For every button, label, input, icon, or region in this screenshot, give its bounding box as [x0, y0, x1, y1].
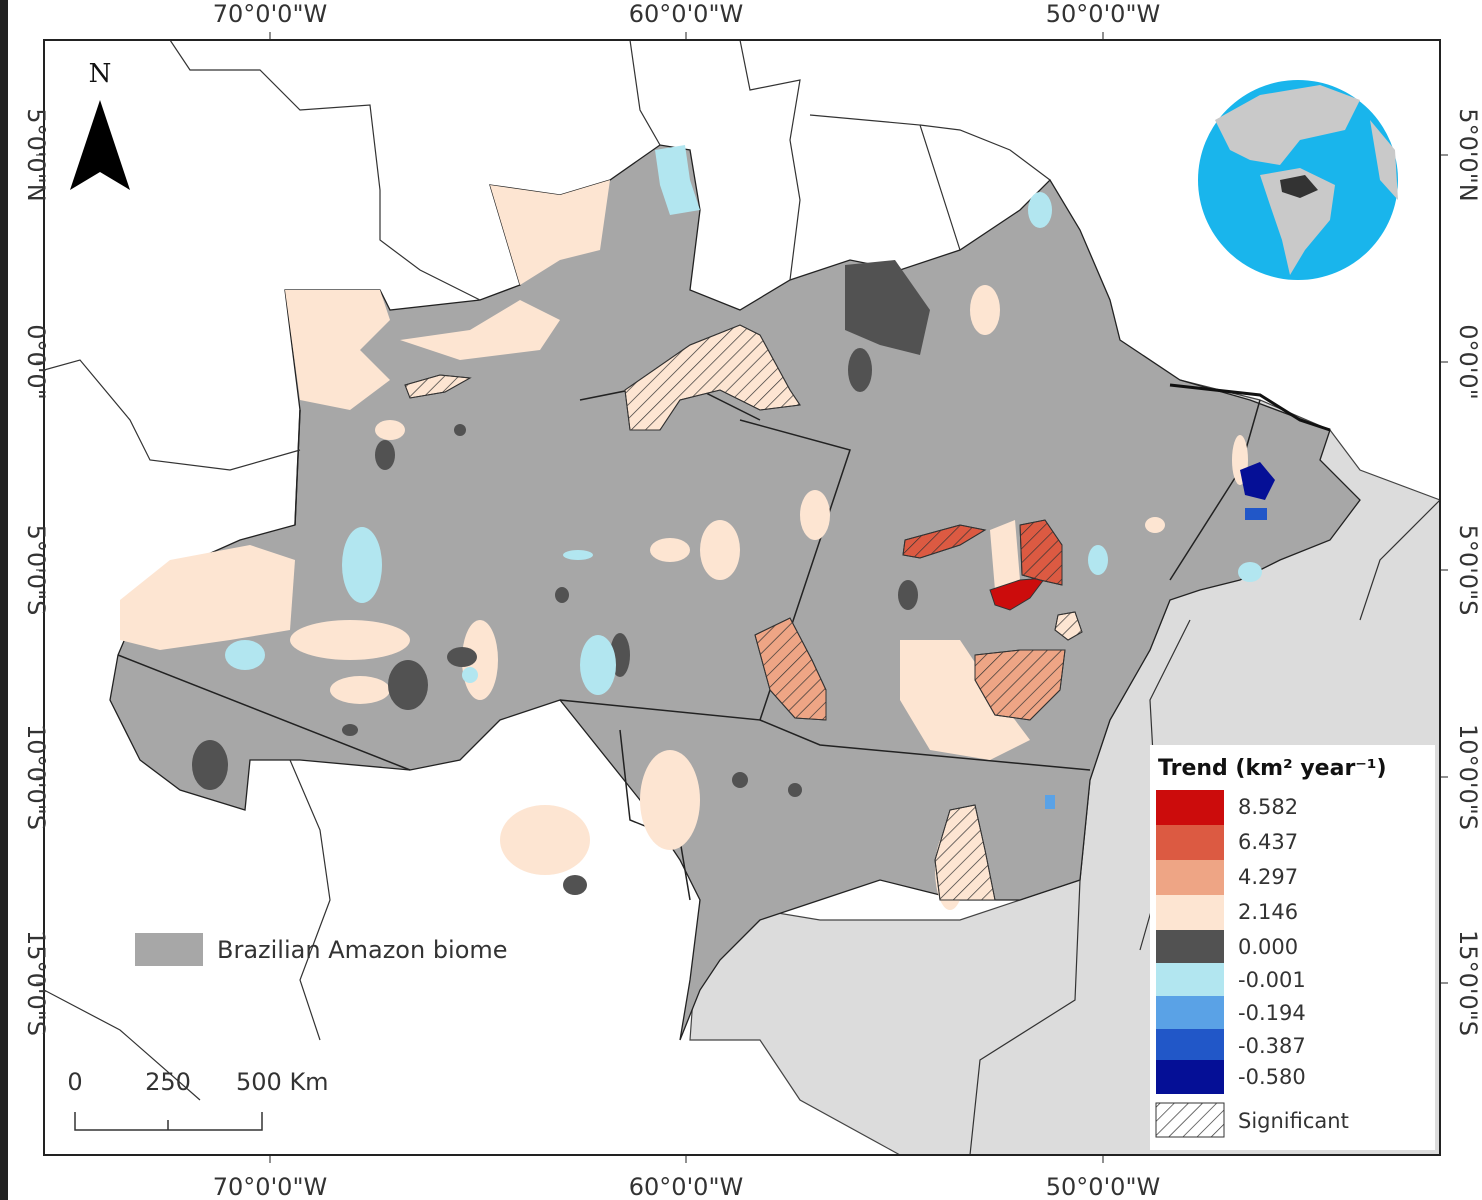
- svg-text:0: 0: [67, 1068, 82, 1096]
- svg-text:500 Km: 500 Km: [236, 1068, 329, 1096]
- legend-class-label: 0.000: [1238, 935, 1298, 959]
- trend-patch-8582: [989, 577, 1047, 611]
- legend-swatch: [1156, 930, 1224, 963]
- lon-label-bottom: 60°0'0"W: [629, 1173, 743, 1200]
- lat-label-left: 0°0'0": [22, 324, 50, 399]
- lon-label-bottom: 50°0'0"W: [1046, 1173, 1160, 1200]
- trend-patch-neg0580: [1240, 462, 1275, 500]
- lon-label-top: 50°0'0"W: [1046, 0, 1160, 28]
- significant-areas: [404, 324, 1083, 901]
- legend-class-label: -0.001: [1238, 968, 1306, 992]
- trend-legend: Trend (km² year⁻¹) 8.582 6.437 4.297 2.146 0…: [1150, 745, 1435, 1150]
- legend-swatch: [1156, 1029, 1224, 1060]
- north-label: N: [89, 59, 112, 89]
- locator-globe: [1198, 80, 1398, 280]
- biome-label: Brazilian Amazon biome: [217, 936, 508, 964]
- lat-label-left: 15°0'0"S: [22, 930, 50, 1036]
- lon-label-top: 60°0'0"W: [629, 0, 743, 28]
- legend-swatch: [1156, 963, 1224, 996]
- legend-class-label: -0.387: [1238, 1034, 1306, 1058]
- legend-class-label: 6.437: [1238, 830, 1298, 854]
- legend-class-label: -0.580: [1238, 1065, 1306, 1089]
- lat-label-right: 5°0'0"S: [1454, 525, 1482, 616]
- biome-swatch: [135, 933, 203, 966]
- legend-swatch: [1156, 825, 1224, 860]
- lat-label-right: 15°0'0"S: [1454, 930, 1482, 1036]
- legend-class-label: 2.146: [1238, 900, 1298, 924]
- lat-label-left: 5°0'0"S: [22, 525, 50, 616]
- graticule-ticks: 70°0'0"W 70°0'0"W 60°0'0"W 60°0'0"W 50°0'0"W…: [22, 0, 1482, 1200]
- window-edge: [0, 0, 8, 1200]
- legend-swatch: [1156, 895, 1224, 930]
- lon-label-top: 70°0'0"W: [213, 0, 327, 28]
- trend-patch-neg0194: [1045, 795, 1055, 809]
- legend-title: Trend (km² year⁻¹): [1158, 756, 1387, 781]
- lon-label-bottom: 70°0'0"W: [213, 1173, 327, 1200]
- lat-label-right: 5°0'0"N: [1454, 108, 1482, 201]
- legend-swatch: [1156, 860, 1224, 895]
- legend-swatch: [1156, 790, 1224, 825]
- lat-label-right: 10°0'0"S: [1454, 724, 1482, 830]
- legend-class-label: 8.582: [1238, 795, 1298, 819]
- scale-bar: 0 250 500 Km: [67, 1068, 329, 1131]
- lat-label-right: 0°0'0": [1454, 324, 1482, 399]
- lat-label-left: 10°0'0"S: [22, 724, 50, 830]
- map-frame: [43, 39, 1441, 1156]
- svg-text:250: 250: [145, 1068, 191, 1096]
- legend-swatch: [1156, 1060, 1224, 1094]
- legend-class-label: -0.194: [1238, 1001, 1306, 1025]
- trend-patches-2146: [120, 180, 1248, 910]
- trend-patches-0000: [192, 260, 930, 895]
- legend-significant: Significant: [1238, 1109, 1349, 1133]
- north-arrow: N: [70, 59, 130, 190]
- legend-class-label: 4.297: [1238, 865, 1298, 889]
- trend-patch-neg0387: [1245, 508, 1267, 520]
- legend-swatch: [1156, 996, 1224, 1029]
- lat-label-left: 5°0'0"N: [22, 108, 50, 201]
